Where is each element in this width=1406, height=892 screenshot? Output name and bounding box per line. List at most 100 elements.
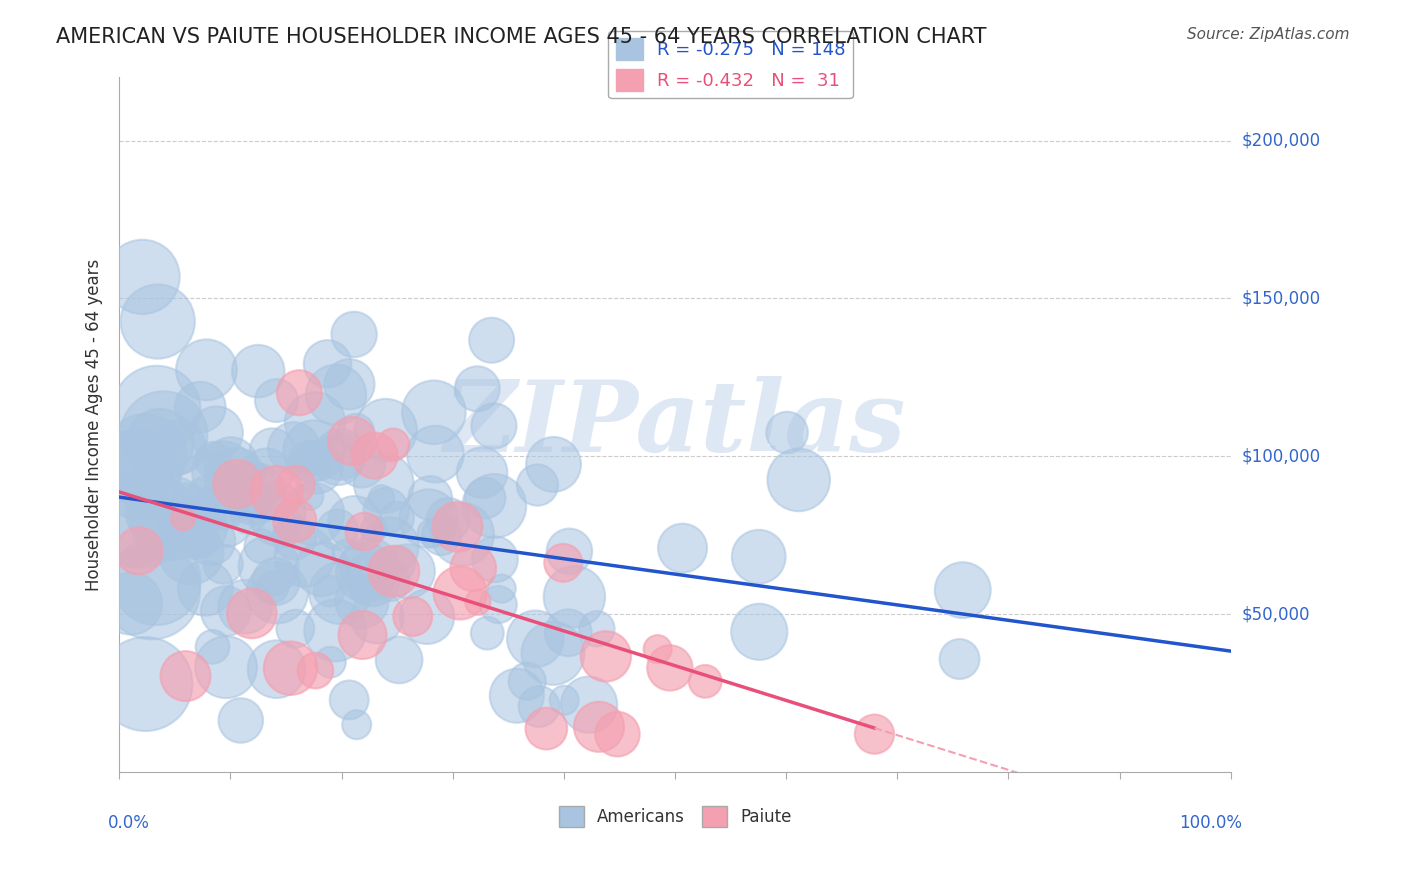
Point — [149, 435, 172, 450]
Point — [477, 626, 499, 640]
Point — [595, 649, 617, 664]
Point — [787, 473, 810, 487]
Point — [283, 441, 305, 455]
Point — [363, 449, 385, 463]
Point — [606, 727, 628, 741]
Point — [145, 402, 167, 417]
Point — [247, 364, 270, 378]
Point — [238, 509, 260, 524]
Point — [588, 720, 610, 734]
Point — [340, 434, 363, 448]
Point — [343, 516, 366, 530]
Point — [242, 486, 264, 500]
Text: AMERICAN VS PAIUTE HOUSEHOLDER INCOME AGES 45 - 64 YEARS CORRELATION CHART: AMERICAN VS PAIUTE HOUSEHOLDER INCOME AG… — [56, 27, 987, 46]
Point — [776, 425, 799, 440]
Point — [318, 583, 340, 598]
Point — [948, 652, 970, 666]
Point — [215, 604, 238, 618]
Point — [350, 457, 373, 471]
Point — [212, 466, 235, 480]
Point — [233, 599, 256, 614]
Point — [311, 562, 333, 576]
Point — [467, 595, 489, 609]
Point — [149, 504, 172, 518]
Point — [337, 693, 360, 707]
Point — [302, 443, 325, 458]
Point — [748, 549, 770, 564]
Text: ZIPatlas: ZIPatlas — [444, 376, 905, 473]
Point — [167, 440, 190, 454]
Point — [257, 558, 280, 573]
Point — [266, 586, 288, 600]
Point — [557, 625, 579, 640]
Point — [425, 447, 447, 461]
Point — [463, 561, 485, 575]
Point — [134, 448, 156, 462]
Point — [316, 357, 339, 371]
Point — [167, 516, 190, 530]
Point — [131, 512, 153, 526]
Text: Source: ZipAtlas.com: Source: ZipAtlas.com — [1187, 27, 1350, 42]
Legend: Americans, Paiute: Americans, Paiute — [553, 799, 799, 833]
Point — [695, 674, 717, 689]
Point — [526, 478, 548, 492]
Point — [302, 507, 325, 521]
Point — [266, 393, 288, 408]
Point — [284, 622, 307, 636]
Point — [256, 467, 278, 482]
Point — [187, 520, 209, 534]
Point — [543, 458, 565, 472]
Point — [125, 460, 148, 475]
Point — [647, 642, 669, 657]
Point — [471, 466, 494, 480]
Point — [219, 457, 242, 471]
Point — [194, 581, 217, 595]
Point — [446, 519, 468, 533]
Point — [423, 405, 446, 419]
Point — [344, 425, 367, 439]
Point — [527, 699, 550, 714]
Point — [250, 539, 273, 553]
Point — [402, 609, 425, 624]
Point — [437, 512, 460, 526]
Point — [152, 428, 174, 442]
Point — [536, 722, 558, 736]
Point — [541, 646, 564, 660]
Point — [484, 552, 506, 566]
Point — [194, 475, 217, 489]
Point — [205, 425, 228, 440]
Point — [304, 664, 326, 678]
Point — [484, 499, 506, 513]
Point — [658, 661, 681, 675]
Point — [361, 572, 384, 586]
Point — [236, 483, 259, 498]
Point — [420, 525, 443, 540]
Point — [284, 514, 307, 528]
Point — [481, 333, 503, 347]
Point — [305, 460, 328, 475]
Point — [419, 491, 441, 505]
Point — [280, 661, 302, 675]
Point — [346, 717, 368, 731]
Point — [174, 669, 197, 683]
Point — [264, 514, 287, 528]
Point — [385, 557, 408, 571]
Point — [952, 583, 974, 598]
Point — [451, 527, 474, 541]
Point — [343, 327, 366, 342]
Point — [339, 377, 361, 392]
Point — [491, 582, 513, 596]
Point — [128, 471, 150, 485]
Point — [325, 388, 347, 402]
Point — [385, 511, 408, 525]
Point — [224, 470, 246, 484]
Text: $50,000: $50,000 — [1241, 605, 1310, 624]
Point — [186, 532, 208, 546]
Point — [486, 598, 509, 612]
Point — [298, 454, 321, 468]
Point — [187, 538, 209, 552]
Point — [396, 564, 419, 578]
Point — [863, 727, 886, 741]
Point — [229, 714, 252, 728]
Point — [336, 547, 359, 561]
